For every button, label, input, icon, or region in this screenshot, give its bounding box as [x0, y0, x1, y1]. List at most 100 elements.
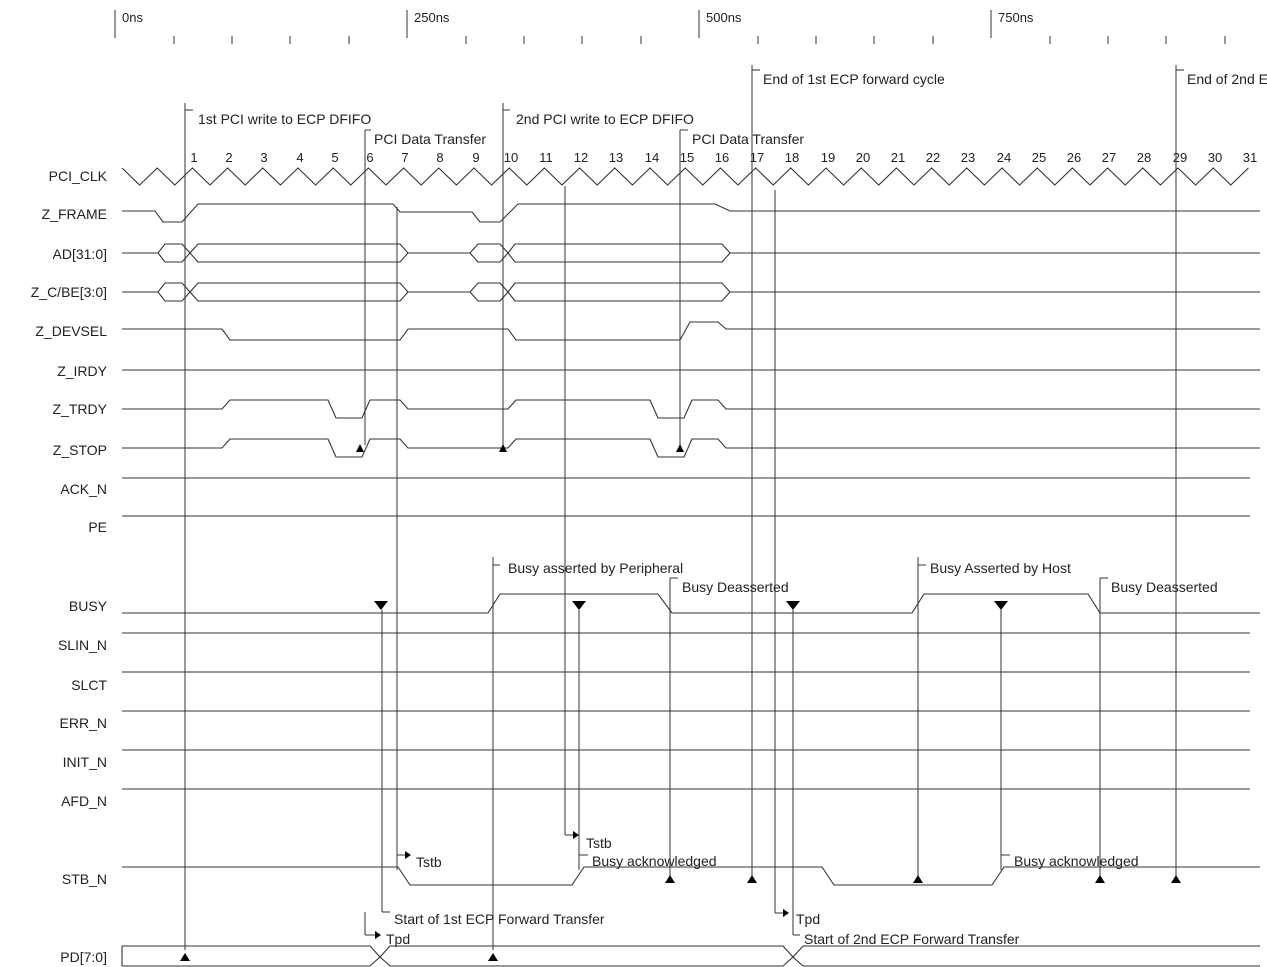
- signal-label: SLIN_N: [58, 637, 107, 653]
- clock-number: 20: [856, 150, 870, 165]
- up-arrow-marker: [1095, 875, 1105, 883]
- tpd-label: Tpd: [796, 911, 820, 927]
- busy-asserted-host-label: Busy Asserted by Host: [930, 560, 1071, 576]
- clock-number: 14: [645, 150, 659, 165]
- clock-number: 19: [821, 150, 835, 165]
- down-arrow-marker: [786, 601, 800, 610]
- time-label-0: 0ns: [122, 10, 143, 25]
- clock-number: 27: [1102, 150, 1116, 165]
- signal-labels: PCI_CLK Z_FRAME AD[31:0] Z_C/BE[3:0] Z_D…: [31, 168, 108, 965]
- up-arrow-marker: [499, 444, 507, 452]
- time-label-750: 750ns: [998, 10, 1034, 25]
- time-label-500: 500ns: [706, 10, 742, 25]
- busy-deasserted-label: Busy Deasserted: [1111, 579, 1218, 595]
- clock-number: 17: [750, 150, 764, 165]
- event-markers: [180, 444, 1181, 961]
- signal-label: Z_C/BE[3:0]: [31, 284, 107, 300]
- clock-number: 24: [997, 150, 1011, 165]
- clock-number: 1: [190, 150, 197, 165]
- signal-label: Z_TRDY: [53, 401, 108, 417]
- event-lines: [184, 65, 1184, 950]
- clock-number: 31: [1243, 150, 1257, 165]
- clock-number: 8: [436, 150, 443, 165]
- pci-data-transfer-label: PCI Data Transfer: [692, 131, 804, 147]
- start-2nd-ecp-label: Start of 2nd ECP Forward Transfer: [804, 931, 1020, 947]
- clock-number: 26: [1067, 150, 1081, 165]
- clock-number: 25: [1032, 150, 1046, 165]
- signal-label: Z_FRAME: [42, 206, 107, 222]
- z-devsel-waveform: [122, 321, 1260, 341]
- clock-number: 5: [331, 150, 338, 165]
- z-stop-waveform: [122, 438, 1260, 458]
- signal-label: ERR_N: [60, 715, 107, 731]
- signal-label: ACK_N: [60, 481, 107, 497]
- start-1st-ecp-label: Start of 1st ECP Forward Transfer: [394, 911, 605, 927]
- waveforms: [121, 167, 1260, 967]
- time-ruler: 0ns 250ns 500ns 750ns: [114, 10, 1226, 44]
- busy-acknowledged-label: Busy acknowledged: [592, 853, 717, 869]
- signal-label: PCI_CLK: [49, 168, 108, 184]
- clock-number: 9: [472, 150, 479, 165]
- signal-label: INIT_N: [63, 754, 107, 770]
- end-1st-ecp-label: End of 1st ECP forward cycle: [763, 71, 945, 87]
- pd-bus-waveform: [121, 945, 1260, 967]
- signal-label: BUSY: [69, 598, 108, 614]
- clock-numbers: 1 2 3 4 5 6 7 8 9 10 11 12 13 14 15 16 1…: [190, 150, 1257, 165]
- ad-bus-waveform: [122, 243, 1260, 263]
- clock-number: 12: [574, 150, 588, 165]
- signal-label: PE: [88, 519, 107, 535]
- up-arrow-marker: [180, 953, 190, 961]
- clock-number: 13: [609, 150, 623, 165]
- right-arrow-marker: [375, 931, 381, 939]
- clock-number: 16: [715, 150, 729, 165]
- up-arrow-marker: [1171, 875, 1181, 883]
- signal-label: SLCT: [71, 677, 107, 693]
- clock-number: 28: [1137, 150, 1151, 165]
- signal-label: Z_DEVSEL: [35, 323, 107, 339]
- tstb-label: Tstb: [416, 854, 442, 870]
- signal-label: Z_IRDY: [57, 363, 107, 379]
- clock-number: 11: [539, 150, 553, 165]
- clock-number: 2: [225, 150, 232, 165]
- up-arrow-marker: [676, 444, 684, 452]
- signal-label: STB_N: [62, 871, 107, 887]
- busy-acknowledged-label: Busy acknowledged: [1014, 853, 1139, 869]
- tpd-label: Tpd: [386, 931, 410, 947]
- clock-number: 3: [260, 150, 267, 165]
- down-arrow-marker: [994, 601, 1008, 610]
- up-arrow-marker: [747, 875, 757, 883]
- up-arrow-marker: [665, 875, 675, 883]
- signal-label: PD[7:0]: [60, 949, 107, 965]
- down-arrow-marker: [572, 601, 586, 610]
- time-label-250: 250ns: [414, 10, 450, 25]
- tstb-label: Tstb: [586, 835, 612, 851]
- z-trdy-waveform: [122, 399, 1260, 419]
- stb-n-waveform: [122, 866, 1260, 886]
- second-pci-write-label: 2nd PCI write to ECP DFIFO: [516, 111, 694, 127]
- up-arrow-marker: [913, 875, 923, 883]
- clock-number: 15: [680, 150, 694, 165]
- signal-label: AD[31:0]: [53, 246, 107, 262]
- up-arrow-marker: [488, 953, 498, 961]
- clock-number: 18: [785, 150, 799, 165]
- up-arrow-marker: [356, 444, 364, 452]
- right-arrow-marker: [573, 831, 579, 839]
- clock-number: 22: [926, 150, 940, 165]
- clock-number: 10: [504, 150, 518, 165]
- cbe-bus-waveform: [122, 282, 1260, 302]
- signal-label: AFD_N: [61, 793, 107, 809]
- busy-asserted-peripheral-label: Busy asserted by Peripheral: [508, 560, 683, 576]
- clock-number: 21: [891, 150, 905, 165]
- clock-number: 7: [401, 150, 408, 165]
- busy-waveform: [122, 593, 1260, 614]
- signal-label: Z_STOP: [53, 442, 107, 458]
- clock-number: 29: [1173, 150, 1187, 165]
- right-arrow-marker: [405, 851, 411, 859]
- clock-number: 30: [1208, 150, 1222, 165]
- first-pci-write-label: 1st PCI write to ECP DFIFO: [198, 111, 371, 127]
- busy-deasserted-label: Busy Deasserted: [682, 579, 789, 595]
- clock-number: 23: [961, 150, 975, 165]
- right-arrow-marker: [783, 909, 789, 917]
- pci-data-transfer-label: PCI Data Transfer: [374, 131, 486, 147]
